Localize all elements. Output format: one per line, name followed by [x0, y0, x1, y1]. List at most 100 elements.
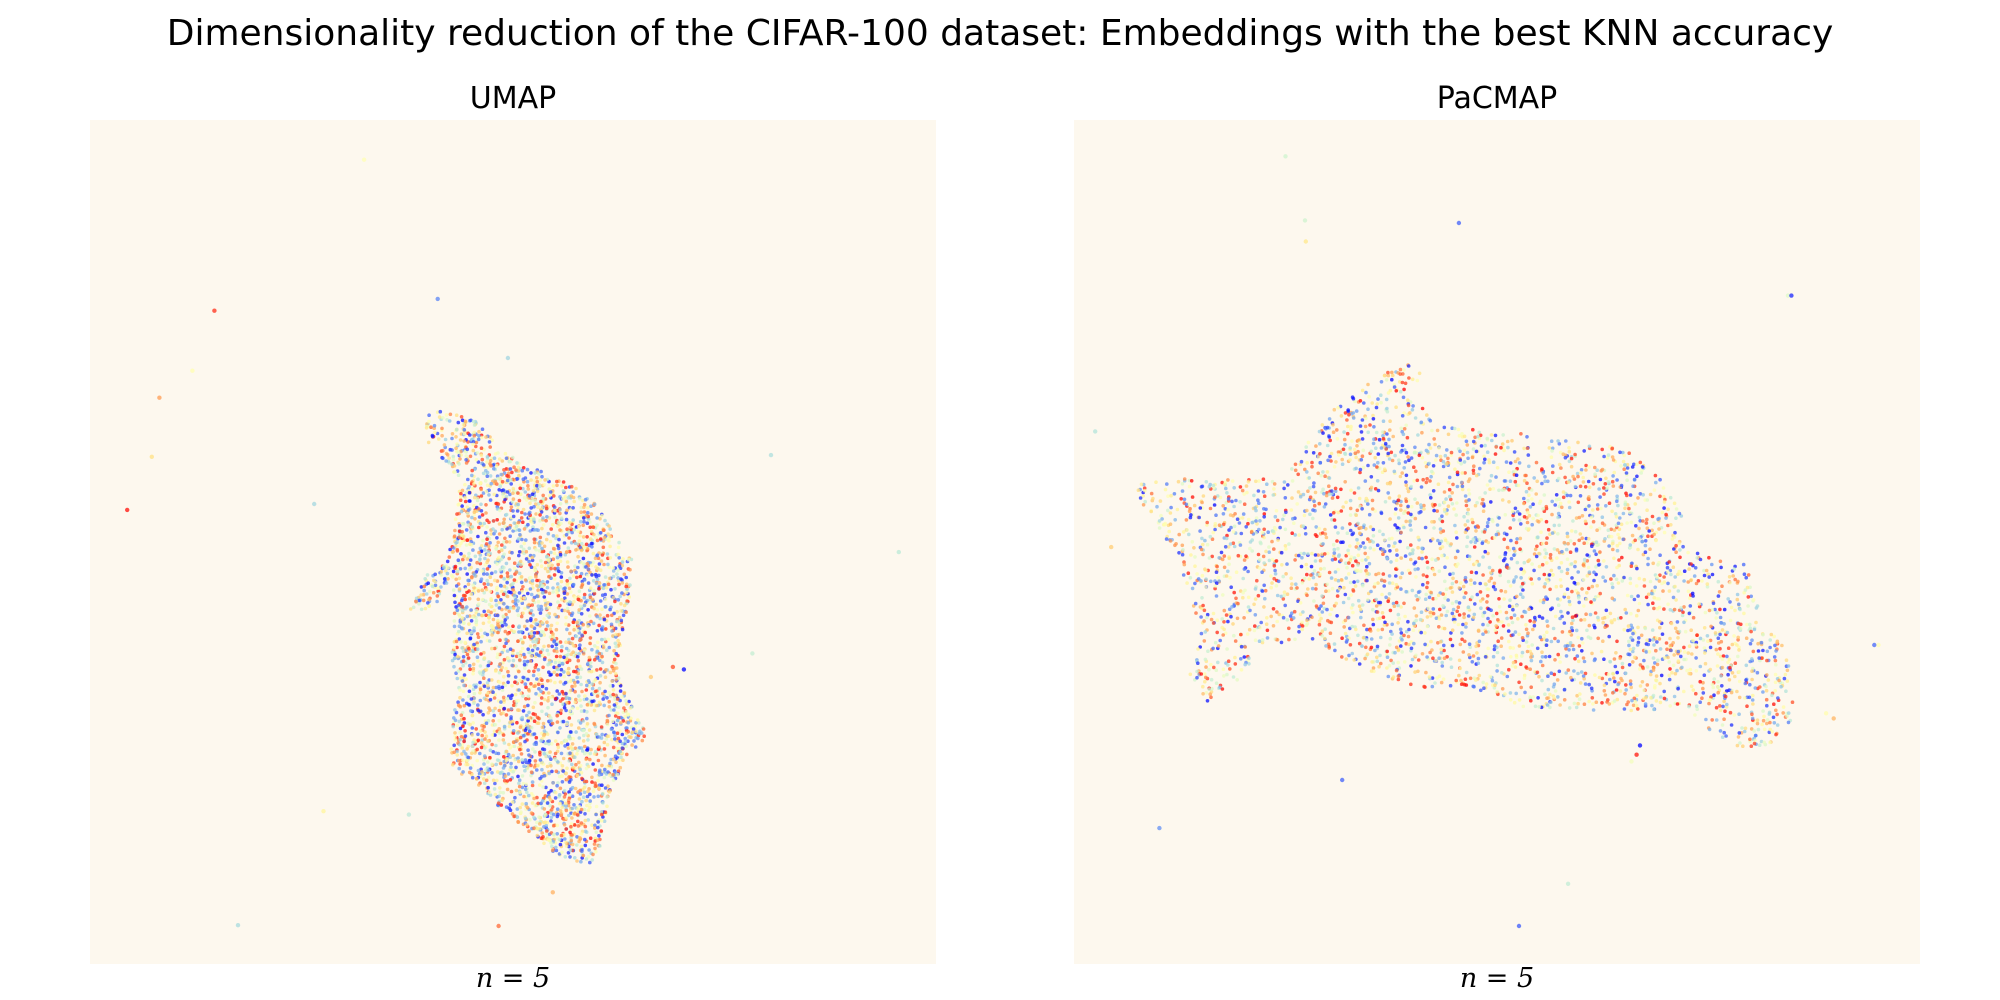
umap-data-point: [555, 807, 560, 811]
umap-data-point: [498, 705, 503, 709]
umap-data-point: [529, 654, 534, 658]
pacmap-data-point: [1532, 620, 1536, 624]
umap-data-point: [567, 780, 572, 784]
umap-data-point: [482, 590, 487, 595]
umap-data-point: [459, 509, 464, 514]
umap-data-point: [517, 553, 521, 558]
umap-data-point: [548, 539, 553, 544]
pacmap-data-point: [1306, 587, 1310, 591]
pacmap-data-point: [1488, 487, 1492, 492]
pacmap-data-point: [1573, 564, 1577, 569]
umap-data-point: [520, 758, 525, 762]
pacmap-data-point: [1272, 576, 1276, 581]
umap-data-point: [510, 470, 514, 475]
umap-data-point: [540, 678, 544, 682]
pacmap-data-point: [1383, 500, 1388, 504]
pacmap-data-point: [1369, 475, 1374, 479]
umap-outlier-point: [235, 923, 241, 928]
pacmap-data-point: [1728, 600, 1732, 604]
pacmap-data-point: [1621, 450, 1625, 455]
umap-data-point: [485, 474, 490, 479]
pacmap-data-point: [1561, 495, 1566, 500]
umap-data-point: [479, 453, 484, 458]
umap-data-point: [498, 771, 503, 776]
pacmap-data-point: [1465, 535, 1470, 539]
umap-data-point: [487, 615, 491, 619]
umap-data-point: [524, 801, 528, 806]
umap-data-point: [460, 616, 465, 620]
umap-data-point: [529, 471, 533, 475]
umap-data-point: [638, 729, 642, 734]
umap-data-point: [567, 696, 572, 701]
umap-data-point: [512, 744, 517, 749]
umap-data-point: [554, 588, 559, 592]
umap-data-point: [466, 656, 471, 660]
umap-data-point: [535, 476, 539, 480]
pacmap-data-point: [1611, 547, 1615, 552]
umap-data-point: [457, 719, 462, 724]
umap-data-point: [477, 550, 481, 555]
umap-data-point: [478, 546, 483, 551]
umap-data-point: [512, 814, 516, 819]
pacmap-data-point: [1381, 433, 1385, 438]
umap-data-point: [545, 580, 550, 584]
umap-data-point: [541, 591, 545, 595]
umap-data-point: [579, 560, 584, 565]
umap-data-point: [439, 570, 444, 574]
pacmap-data-point: [1612, 528, 1617, 532]
umap-data-point: [462, 432, 467, 436]
pacmap-data-point: [1540, 616, 1545, 620]
umap-data-point: [469, 575, 474, 580]
umap-data-point: [517, 654, 522, 659]
umap-data-point: [518, 747, 522, 752]
pacmap-data-point: [1398, 389, 1403, 394]
umap-data-point: [513, 598, 518, 602]
pacmap-data-point: [1666, 602, 1670, 607]
umap-data-point: [470, 772, 474, 777]
pacmap-data-point: [1485, 450, 1490, 455]
pacmap-data-point: [1736, 654, 1740, 659]
umap-data-point: [583, 843, 588, 848]
umap-outlier-point: [149, 454, 154, 459]
umap-data-point: [539, 696, 544, 700]
umap-data-point: [529, 792, 534, 796]
umap-data-point: [579, 746, 584, 750]
pacmap-data-point: [1536, 513, 1540, 518]
pacmap-data-point: [1658, 553, 1662, 557]
umap-data-point: [427, 598, 431, 602]
pacmap-data-point: [1498, 609, 1503, 614]
umap-data-point: [568, 600, 572, 604]
umap-data-point: [517, 591, 522, 595]
umap-data-point: [545, 829, 549, 833]
umap-data-point: [501, 738, 506, 742]
umap-data-point: [456, 669, 461, 673]
umap-data-point: [597, 581, 602, 586]
umap-data-point: [517, 498, 522, 503]
umap-data-point: [591, 762, 595, 766]
umap-data-point: [635, 718, 640, 722]
umap-data-point: [472, 701, 476, 705]
umap-data-point: [593, 784, 598, 789]
pacmap-data-point: [1358, 399, 1363, 403]
umap-data-point: [520, 510, 524, 515]
umap-data-point: [554, 845, 558, 850]
umap-data-point: [515, 476, 520, 481]
umap-data-point: [508, 746, 512, 750]
pacmap-data-point: [1711, 601, 1716, 606]
umap-data-point: [615, 697, 620, 702]
pacmap-data-point: [1630, 561, 1634, 566]
umap-data-point: [532, 826, 536, 830]
pacmap-data-point: [1653, 473, 1658, 478]
pacmap-data-point: [1363, 479, 1368, 483]
pacmap-data-point: [1469, 582, 1473, 586]
pacmap-data-point: [1214, 513, 1218, 517]
umap-data-point: [509, 574, 513, 579]
umap-data-point: [504, 666, 508, 671]
umap-data-point: [489, 481, 494, 486]
umap-data-point: [502, 565, 506, 570]
pacmap-data-point: [1200, 573, 1205, 578]
umap-data-point: [425, 573, 430, 577]
umap-data-point: [526, 732, 530, 736]
umap-data-point: [549, 788, 553, 793]
umap-data-point: [570, 742, 575, 746]
